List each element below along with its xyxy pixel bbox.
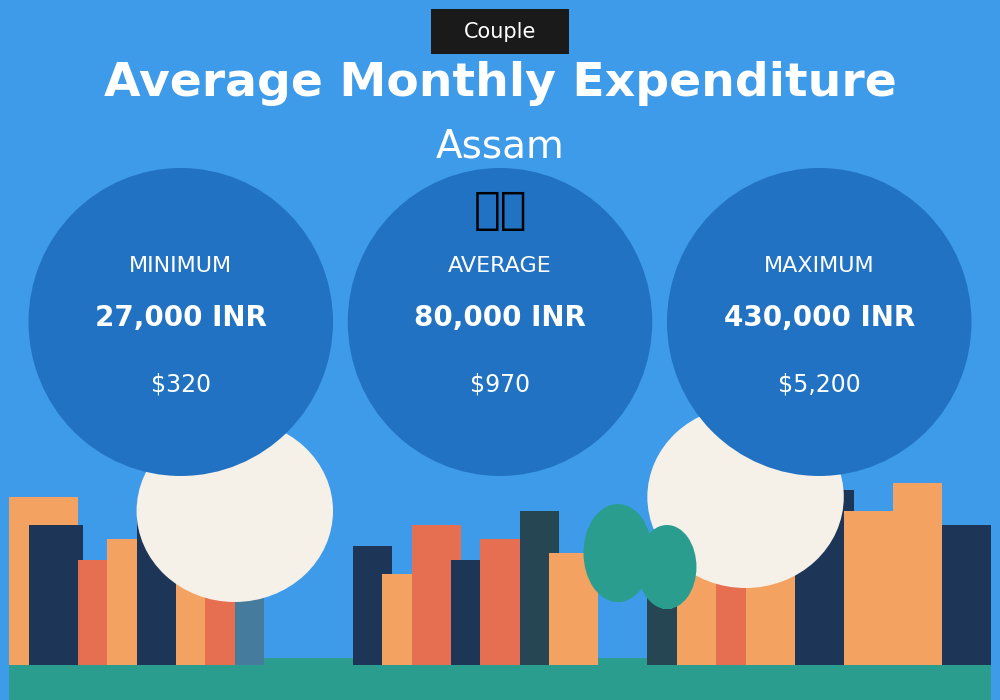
Bar [662,567,672,609]
Bar [893,483,942,665]
Bar [613,553,623,602]
Ellipse shape [348,168,652,476]
Bar [412,525,461,665]
Text: AVERAGE: AVERAGE [448,256,552,276]
FancyBboxPatch shape [431,8,569,55]
Bar [716,553,755,665]
Bar [942,525,991,665]
Bar [78,560,122,665]
Text: Couple: Couple [464,22,536,41]
Text: MINIMUM: MINIMUM [129,256,232,276]
Bar [9,497,78,665]
Bar [29,525,83,665]
Ellipse shape [583,504,652,602]
Text: 🇮🇳: 🇮🇳 [473,188,527,232]
Bar [677,525,726,665]
Bar [520,511,559,665]
Text: $320: $320 [151,373,211,397]
Bar [9,658,991,700]
Bar [353,546,392,665]
Ellipse shape [137,420,333,602]
Ellipse shape [647,406,844,588]
Bar [382,574,421,665]
Text: $970: $970 [470,373,530,397]
Text: MAXIMUM: MAXIMUM [764,256,875,276]
Bar [844,511,893,665]
Bar [235,532,264,665]
Bar [107,539,146,665]
Text: Average Monthly Expenditure: Average Monthly Expenditure [104,62,896,106]
Text: 80,000 INR: 80,000 INR [414,304,586,332]
Bar [176,574,215,665]
Text: $5,200: $5,200 [778,373,861,397]
Bar [480,539,539,665]
Bar [205,553,240,665]
Ellipse shape [638,525,696,609]
Bar [549,553,598,665]
Bar [647,567,687,665]
Text: 27,000 INR: 27,000 INR [95,304,267,332]
Ellipse shape [29,168,333,476]
Text: Assam: Assam [436,128,564,166]
Bar [746,469,814,665]
Text: 430,000 INR: 430,000 INR [724,304,915,332]
Bar [795,490,854,665]
Bar [137,511,186,665]
Bar [451,560,490,665]
Ellipse shape [667,168,971,476]
